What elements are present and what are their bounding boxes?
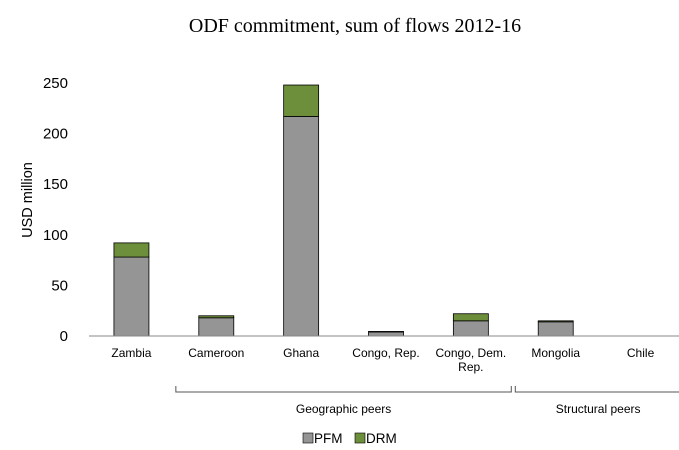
bar-drm: [368, 331, 404, 333]
x-tick-label: Chile: [627, 346, 655, 360]
chart-title: ODF commitment, sum of flows 2012-16: [189, 15, 521, 37]
legend-label: PFM: [314, 431, 343, 446]
bar-drm: [537, 320, 574, 323]
y-axis-label: USD million: [20, 162, 36, 238]
y-tick-label: 50: [51, 277, 68, 294]
group-bracket: [514, 386, 679, 393]
bar-pfm: [113, 256, 150, 337]
bar-pfm: [452, 320, 489, 337]
x-tick-label: Ghana: [283, 346, 319, 360]
bar-pfm: [368, 331, 404, 337]
legend-swatch: [302, 432, 314, 444]
x-tick-label: Congo, Rep.: [352, 346, 419, 360]
plot-area: 0 50 100 150 200 250 Zambia Cameroon Ghana Congo,…: [43, 75, 679, 416]
legend-label: DRM: [366, 431, 397, 446]
y-tick-label: 0: [60, 328, 68, 345]
x-tick-label: Rep.: [458, 360, 483, 374]
bar-drm: [283, 84, 320, 117]
x-tick-label: Mongolia: [531, 346, 580, 360]
y-tick-label: 100: [43, 227, 68, 244]
bar-drm: [198, 315, 235, 319]
bar-pfm: [198, 317, 235, 337]
group-bracket: [175, 386, 512, 393]
x-tick-label: Congo, Dem.: [436, 346, 507, 360]
y-tick-label: 200: [43, 126, 68, 143]
x-tick-label: Zambia: [111, 346, 151, 360]
bar-pfm: [283, 115, 320, 337]
y-tick-label: 150: [43, 176, 68, 193]
legend-swatch: [354, 432, 366, 444]
legend: PFM DRM: [302, 431, 397, 446]
bar-pfm: [537, 321, 574, 337]
group-label: Geographic peers: [296, 402, 391, 416]
y-tick-label: 250: [43, 75, 68, 92]
group-label: Structural peers: [556, 402, 641, 416]
bar-drm: [452, 313, 489, 322]
x-tick-label: Cameroon: [188, 346, 244, 360]
bar-drm: [113, 242, 150, 258]
